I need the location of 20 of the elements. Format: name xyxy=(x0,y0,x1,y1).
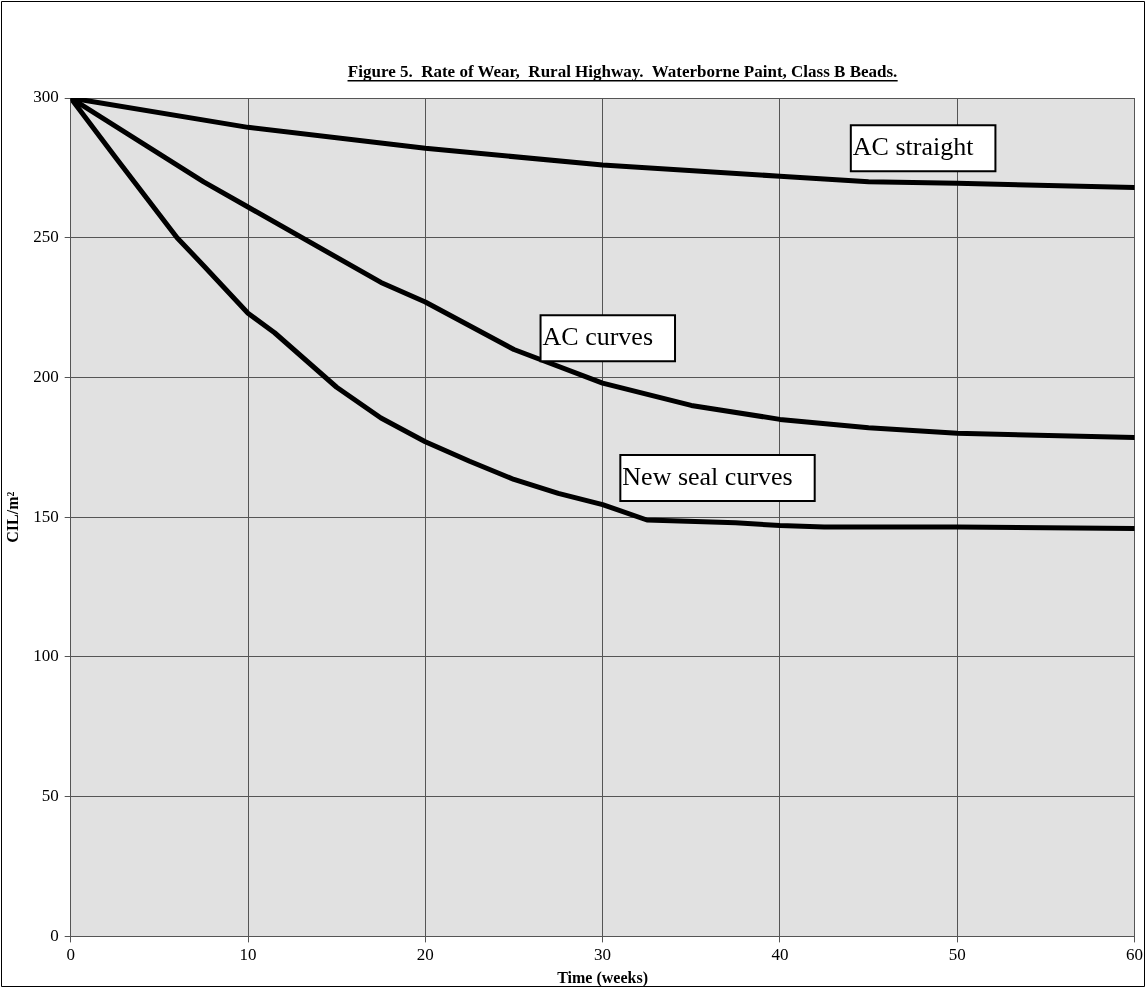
x-tick-label: 40 xyxy=(771,945,789,965)
y-axis-title: CIL/m² xyxy=(3,491,21,543)
x-tick-label: 20 xyxy=(416,945,434,965)
x-tick-label: 30 xyxy=(594,945,612,965)
series-label: AC curves xyxy=(542,322,654,352)
y-tick-label: 200 xyxy=(33,366,59,386)
x-tick-label: 0 xyxy=(66,945,75,965)
x-tick-label: 10 xyxy=(239,945,257,965)
y-tick-label: 100 xyxy=(33,646,59,666)
y-tick-label: 250 xyxy=(33,227,59,247)
y-tick-label: 50 xyxy=(41,786,59,806)
y-tick-label: 150 xyxy=(33,506,59,526)
y-tick-label: 300 xyxy=(33,87,59,107)
y-tick-label: 0 xyxy=(50,925,59,945)
x-axis-title: Time (weeks) xyxy=(557,968,648,987)
chart-title: Figure 5. Rate of Wear, Rural Highway. Waterborne Paint, Class B Beads. xyxy=(347,62,898,81)
x-tick-label: 60 xyxy=(1126,945,1143,965)
series-label: AC straight xyxy=(852,132,975,162)
x-tick-label: 50 xyxy=(948,945,966,965)
series-label: New seal curves xyxy=(622,461,793,491)
